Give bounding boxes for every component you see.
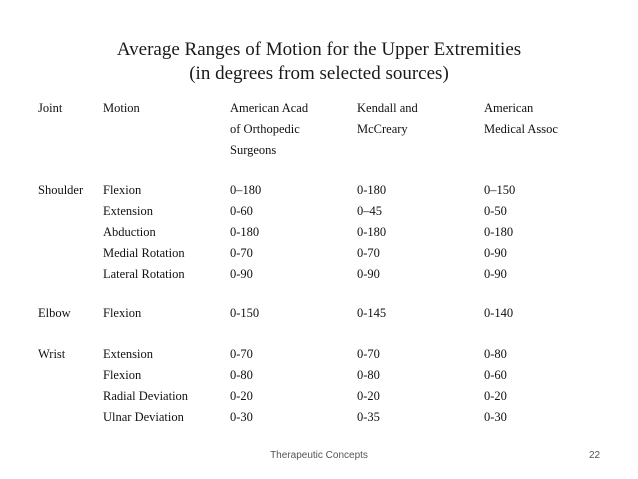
header-kendall-line-2: McCreary: [357, 122, 408, 136]
cell-aaos: 0–180: [230, 183, 262, 197]
header-aaos-line-1: American Acad: [230, 101, 309, 115]
cell-kendall: 0-180: [357, 183, 387, 197]
footer-text: Therapeutic Concepts: [270, 450, 368, 461]
cell-ama: 0-90: [484, 267, 507, 281]
cell-ama: 0-50: [484, 204, 507, 218]
cell-motion: Lateral Rotation: [103, 267, 185, 281]
cell-ama: 0-140: [484, 306, 514, 320]
cell-aaos: 0-60: [230, 204, 253, 218]
cell-aaos: 0-20: [230, 389, 253, 403]
cell-kendall: 0-35: [357, 410, 380, 424]
cell-ama: 0-180: [484, 225, 514, 239]
cell-joint: Elbow: [38, 306, 71, 320]
header-motion: Motion: [103, 101, 140, 115]
header-aaos-line-3: Surgeons: [230, 143, 277, 157]
cell-aaos: 0-30: [230, 410, 253, 424]
cell-motion: Ulnar Deviation: [103, 410, 184, 424]
cell-ama: 0–150: [484, 183, 516, 197]
cell-motion: Medial Rotation: [103, 246, 185, 260]
cell-kendall: 0-90: [357, 267, 380, 281]
title-line-1: Average Ranges of Motion for the Upper E…: [116, 39, 522, 60]
cell-kendall: 0-70: [357, 347, 380, 361]
page-number: 22: [589, 450, 601, 461]
cell-ama: 0-30: [484, 410, 507, 424]
cell-kendall: 0-145: [357, 306, 387, 320]
cell-ama: 0-60: [484, 368, 507, 382]
cell-motion: Flexion: [103, 306, 142, 320]
cell-aaos: 0-80: [230, 368, 253, 382]
cell-kendall: 0-70: [357, 246, 380, 260]
header-joint: Joint: [38, 101, 63, 115]
cell-aaos: 0-150: [230, 306, 260, 320]
cell-motion: Flexion: [103, 183, 142, 197]
cell-motion: Extension: [103, 204, 153, 218]
cell-ama: 0-90: [484, 246, 507, 260]
title-line-2: (in degrees from selected sources): [189, 63, 449, 84]
header-ama-line-2: Medical Assoc: [484, 122, 558, 136]
cell-motion: Flexion: [103, 368, 142, 382]
cell-kendall: 0-80: [357, 368, 380, 382]
cell-aaos: 0-180: [230, 225, 260, 239]
cell-motion: Radial Deviation: [103, 389, 189, 403]
slide-title: Average Ranges of Motion for the Upper E…: [0, 38, 638, 86]
cell-kendall: 0-180: [357, 225, 387, 239]
cell-motion: Abduction: [103, 225, 156, 239]
cell-joint: Wrist: [38, 347, 66, 361]
cell-kendall: 0-20: [357, 389, 380, 403]
cell-joint: Shoulder: [38, 183, 84, 197]
cell-aaos: 0-70: [230, 347, 253, 361]
header-kendall-line-1: Kendall and: [357, 101, 418, 115]
cell-aaos: 0-70: [230, 246, 253, 260]
header-ama-line-1: American: [484, 101, 534, 115]
cell-ama: 0-80: [484, 347, 507, 361]
header-aaos-line-2: of Orthopedic: [230, 122, 300, 136]
cell-motion: Extension: [103, 347, 153, 361]
cell-ama: 0-20: [484, 389, 507, 403]
cell-kendall: 0–45: [357, 204, 382, 218]
cell-aaos: 0-90: [230, 267, 253, 281]
